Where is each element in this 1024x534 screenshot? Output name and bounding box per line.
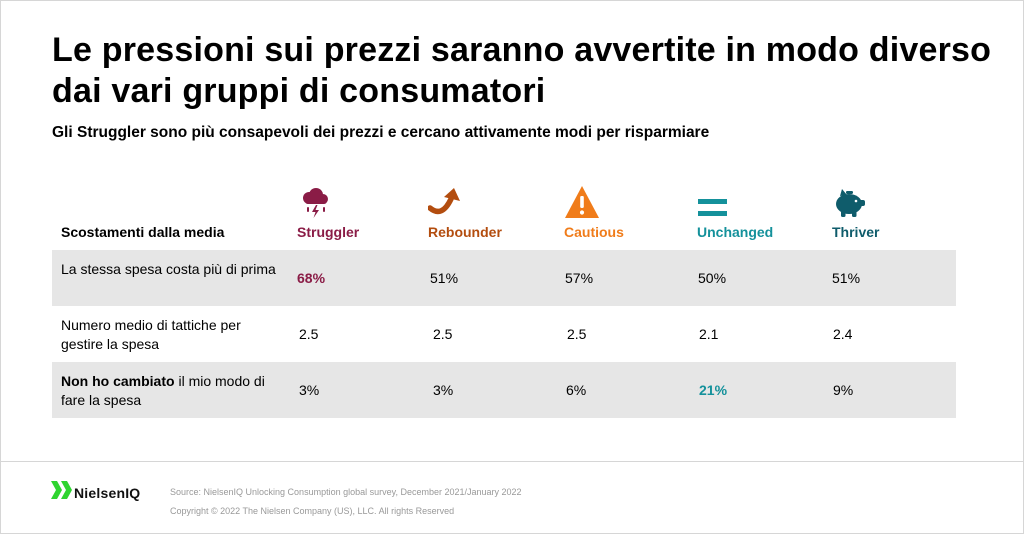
row-value: 3% bbox=[433, 382, 454, 398]
table-row: Non ho cambiato il mio modo di fare la s… bbox=[52, 362, 956, 418]
row-label-bold: Non ho cambiato bbox=[61, 373, 175, 389]
table-header: Scostamenti dalla media Struggler bbox=[52, 180, 956, 250]
segment-header-rebounder: Rebounder bbox=[428, 180, 548, 250]
row-value: 2.5 bbox=[299, 326, 319, 342]
segment-header-cautious: Cautious bbox=[564, 180, 684, 250]
piggy-bank-icon bbox=[836, 189, 865, 217]
row-value: 21% bbox=[699, 382, 728, 398]
page-title: Le pressioni sui prezzi saranno avvertit… bbox=[52, 31, 992, 110]
row-value: 6% bbox=[566, 382, 587, 398]
row-value: 2.4 bbox=[833, 326, 853, 342]
segment-name-cautious: Cautious bbox=[564, 224, 624, 240]
row-value: 51% bbox=[430, 270, 459, 286]
footer-divider bbox=[0, 461, 1024, 462]
row-value: 9% bbox=[833, 382, 854, 398]
equals-icon bbox=[698, 199, 727, 216]
segment-header-struggler: Struggler bbox=[297, 180, 417, 250]
source-note: Source: NielsenIQ Unlocking Consumption … bbox=[170, 487, 522, 497]
row-value: 3% bbox=[299, 382, 320, 398]
segment-name-rebounder: Rebounder bbox=[428, 224, 502, 240]
curved-up-arrow-icon bbox=[428, 188, 460, 215]
row-label: Numero medio di tattiche per gestire la … bbox=[61, 317, 241, 352]
copyright-note: Copyright © 2022 The Nielsen Company (US… bbox=[170, 506, 455, 516]
row-label-rest: il mio modo di fare la spesa bbox=[61, 373, 265, 408]
header-label: Scostamenti dalla media bbox=[61, 224, 225, 240]
row-value: 51% bbox=[832, 270, 861, 286]
storm-cloud-icon bbox=[303, 188, 328, 218]
row-label: La stessa spesa costa più di prima bbox=[61, 261, 276, 277]
nielseniq-logo-icon bbox=[51, 481, 72, 499]
row-value: 57% bbox=[565, 270, 594, 286]
row-value: 68% bbox=[297, 270, 326, 286]
segment-name-struggler: Struggler bbox=[297, 224, 360, 240]
warning-triangle-icon bbox=[565, 186, 599, 218]
segment-header-unchanged: Unchanged bbox=[697, 180, 817, 250]
page-subtitle: Gli Struggler sono più consapevoli dei p… bbox=[52, 124, 710, 141]
segment-table: Scostamenti dalla media Struggler bbox=[52, 180, 956, 418]
segment-name-unchanged: Unchanged bbox=[697, 224, 774, 240]
row-value: 2.5 bbox=[433, 326, 453, 342]
brand-name: NielsenIQ bbox=[74, 485, 141, 501]
row-value: 2.5 bbox=[567, 326, 587, 342]
row-value: 2.1 bbox=[699, 326, 719, 342]
row-label: Non ho cambiato il mio modo di fare la s… bbox=[61, 372, 286, 410]
segment-name-thriver: Thriver bbox=[832, 224, 880, 240]
segment-header-thriver: Thriver bbox=[832, 180, 952, 250]
table-row: Numero medio di tattiche per gestire la … bbox=[52, 306, 956, 362]
row-value: 50% bbox=[698, 270, 727, 286]
table-row: La stessa spesa costa più di prima 68% 5… bbox=[52, 250, 956, 306]
